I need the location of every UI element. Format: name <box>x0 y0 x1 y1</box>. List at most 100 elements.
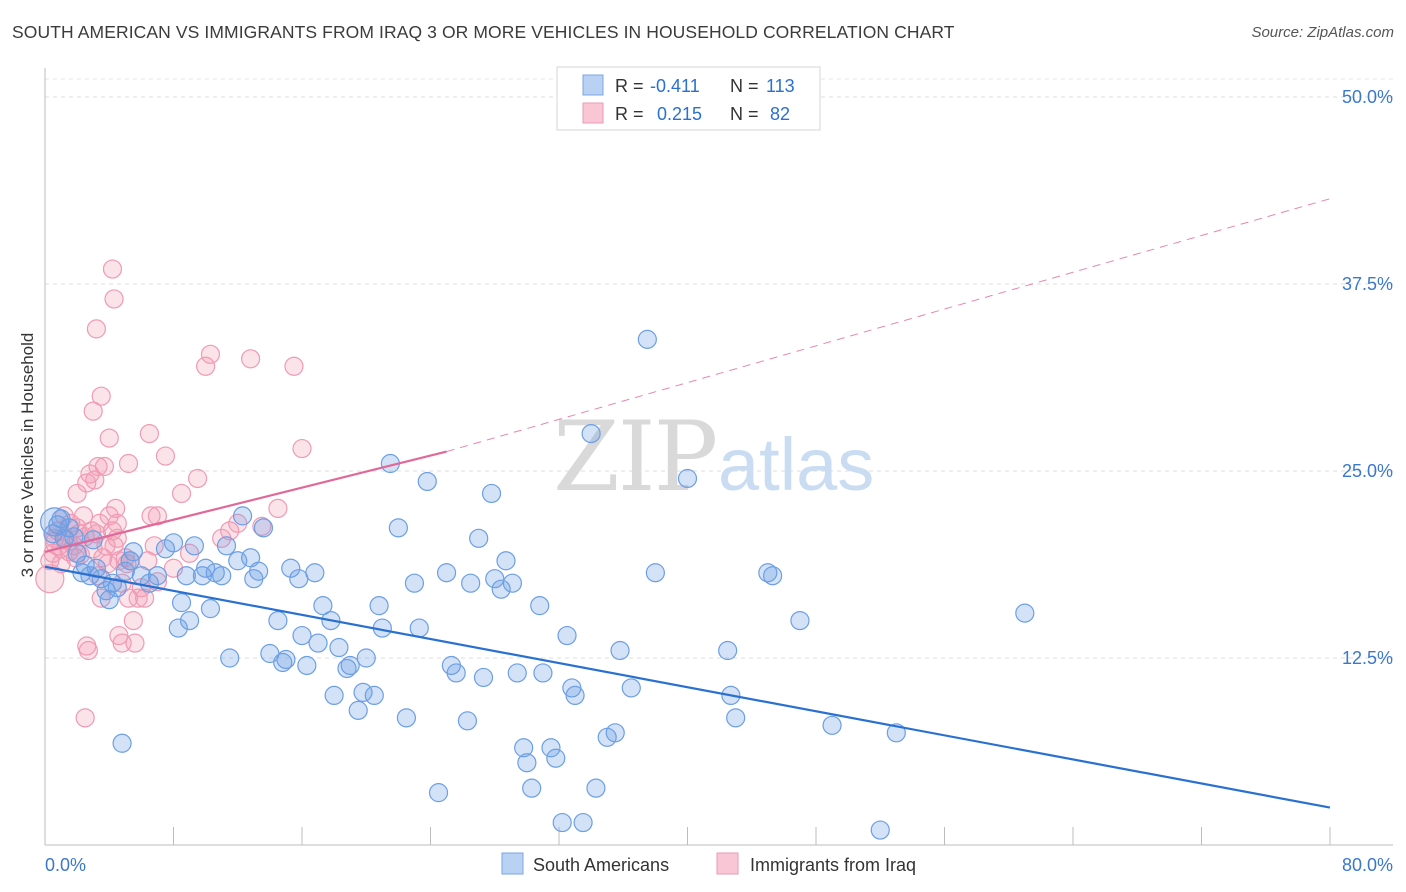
iraq-point <box>83 401 103 421</box>
legend-swatch-iraq <box>716 852 739 875</box>
iraq-point <box>117 554 137 574</box>
iraq-point <box>102 259 123 279</box>
south-american-point <box>557 625 577 646</box>
legend-top-n-value-0: 113 <box>766 76 795 96</box>
x-tick-label-max: 80.0% <box>1342 855 1393 875</box>
south-american-point <box>163 533 184 553</box>
legend-label-south-americans: South Americans <box>533 855 669 875</box>
y-axis-label: 3 or more Vehicles in Household <box>18 333 37 578</box>
y-tick-labels: 12.5% 25.0% 37.5% 50.0% <box>1342 87 1393 668</box>
iraq-point <box>147 506 168 526</box>
south-american-point <box>273 652 293 673</box>
south-american-point <box>621 678 641 698</box>
south-american-point <box>481 483 502 504</box>
iraq-point <box>86 319 107 339</box>
iraq-point <box>171 483 192 504</box>
south-american-point <box>552 812 572 833</box>
south-american-point <box>496 551 516 571</box>
south-american-point <box>586 778 606 798</box>
iraq-point <box>139 424 160 444</box>
south-american-point <box>276 649 296 670</box>
south-american-point <box>64 527 84 547</box>
south-american-point <box>565 685 585 706</box>
south-american-point <box>790 610 810 631</box>
south-american-point <box>112 733 132 753</box>
legend-top-n-label-1: N = <box>730 104 759 124</box>
south-american-point <box>507 663 527 683</box>
south-american-point <box>308 633 328 653</box>
south-american-point <box>297 655 317 676</box>
south-american-point <box>436 563 457 583</box>
y-tick-label-0: 12.5% <box>1342 648 1393 668</box>
iraq-point <box>155 446 176 466</box>
iraq-point <box>106 498 126 518</box>
iraq-point <box>196 356 216 376</box>
legend-label-iraq: Immigrants from Iraq <box>750 855 916 875</box>
south-american-point <box>517 753 537 773</box>
south-american-point <box>870 820 890 840</box>
south-american-point <box>546 748 566 768</box>
iraq-point <box>73 506 94 526</box>
south-american-point <box>485 569 505 589</box>
iraq-point <box>75 708 95 728</box>
south-american-point <box>176 566 196 586</box>
iraq-point <box>134 588 155 608</box>
watermark-zip: ZIP <box>553 401 716 513</box>
axes <box>44 68 1393 846</box>
south-american-point <box>268 610 288 631</box>
watermark-atlas: atlas <box>718 423 874 506</box>
iraq-point <box>99 428 119 448</box>
south-american-point <box>610 640 630 661</box>
south-american-point <box>356 648 376 668</box>
south-american-point <box>324 685 344 706</box>
south-american-point <box>249 561 269 581</box>
south-american-point <box>369 596 389 616</box>
south-american-point <box>461 573 481 593</box>
south-american-point <box>473 667 494 688</box>
watermark: ZIP atlas <box>553 401 874 513</box>
chart-source: Source: ZipAtlas.com <box>1251 24 1394 41</box>
south-american-point <box>645 563 665 583</box>
south-american-point <box>763 566 783 586</box>
south-american-point <box>40 507 70 537</box>
south-american-point <box>200 599 221 619</box>
south-american-point <box>677 468 698 489</box>
iraq-point <box>220 521 240 541</box>
iraq-point <box>187 468 208 489</box>
south-american-point <box>123 542 143 562</box>
legend-bottom: South Americans Immigrants from Iraq <box>501 852 916 875</box>
south-american-point <box>216 536 237 556</box>
south-american-point <box>348 700 368 720</box>
south-american-point <box>364 685 384 706</box>
trend-line-south-americans <box>44 565 1331 809</box>
south-american-point <box>329 637 349 658</box>
south-american-point <box>313 596 333 616</box>
south-american-point <box>491 579 511 599</box>
south-american-point <box>469 528 489 548</box>
south-american-point <box>184 536 204 556</box>
iraq-point <box>118 453 139 474</box>
south-american-point <box>514 738 534 758</box>
south-american-point <box>353 682 373 703</box>
legend-swatch-south-americans <box>501 852 524 875</box>
south-american-point <box>822 715 842 735</box>
south-american-point <box>502 573 523 593</box>
chart-title: SOUTH AMERICAN VS IMMIGRANTS FROM IRAQ 3… <box>12 22 955 42</box>
south-american-point <box>292 625 312 646</box>
iraq-point <box>200 344 221 364</box>
south-american-point <box>457 711 478 731</box>
south-american-point <box>388 518 408 538</box>
south-american-point <box>533 663 553 683</box>
south-american-point <box>409 618 429 638</box>
south-american-point <box>305 563 325 583</box>
south-american-point <box>115 561 135 581</box>
legend-top-n-label-0: N = <box>730 76 759 96</box>
south-american-point <box>196 558 216 578</box>
iraq-point <box>78 640 98 661</box>
south-american-point <box>232 506 253 526</box>
south-american-point <box>541 738 561 758</box>
south-american-point <box>396 708 417 728</box>
south-american-point <box>220 648 240 668</box>
south-american-point <box>573 812 593 833</box>
legend-top-swatch-south-americans <box>582 74 604 96</box>
